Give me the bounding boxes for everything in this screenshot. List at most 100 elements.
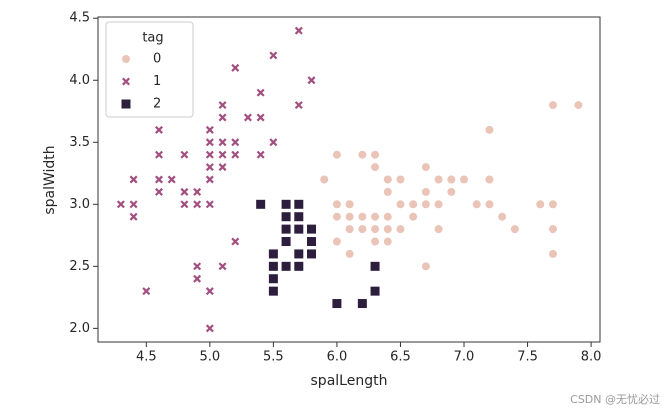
point <box>396 175 405 184</box>
point <box>218 138 227 147</box>
y-tick-label: 3.0 <box>69 197 90 212</box>
plot-frame <box>97 16 601 343</box>
point <box>269 51 278 60</box>
point <box>421 163 430 172</box>
point <box>281 237 291 247</box>
point <box>383 225 392 234</box>
point <box>548 200 557 209</box>
point <box>205 200 214 209</box>
x-tick-label: 5.5 <box>263 350 284 365</box>
legend-label: 0 <box>153 52 161 67</box>
point <box>358 212 367 221</box>
point <box>205 287 214 296</box>
point <box>116 200 125 209</box>
point <box>193 187 202 196</box>
point <box>256 88 265 97</box>
point <box>205 125 214 134</box>
point <box>498 212 507 221</box>
point <box>421 262 430 271</box>
point <box>434 175 443 184</box>
point <box>358 150 367 159</box>
point <box>269 138 278 147</box>
point <box>383 212 392 221</box>
point <box>256 150 265 159</box>
point <box>218 101 227 110</box>
point <box>345 249 354 258</box>
point <box>129 212 138 221</box>
point <box>485 175 494 184</box>
point <box>129 175 138 184</box>
point <box>536 200 545 209</box>
point <box>548 249 557 258</box>
legend-box <box>105 21 194 118</box>
point <box>307 224 317 234</box>
y-tick-label: 3.5 <box>69 135 90 150</box>
point <box>205 175 214 184</box>
legend-title: tag <box>142 31 163 46</box>
legend-marker <box>121 99 131 109</box>
point <box>421 187 430 196</box>
point <box>294 249 304 259</box>
point <box>155 150 163 159</box>
point <box>193 200 202 209</box>
point <box>231 237 240 246</box>
point <box>205 150 214 159</box>
point <box>218 150 227 159</box>
y-axis-title: spalWidth <box>42 145 58 214</box>
point <box>294 101 303 110</box>
point <box>472 200 481 209</box>
x-tick-label: 7.5 <box>517 350 538 365</box>
point <box>332 212 341 221</box>
point <box>193 274 202 283</box>
x-tick-label: 5.0 <box>199 350 220 365</box>
point <box>396 225 405 234</box>
point <box>548 101 557 110</box>
point <box>371 212 380 221</box>
point <box>268 249 278 259</box>
legend-marker <box>122 77 130 86</box>
point <box>409 200 418 209</box>
point <box>256 113 265 122</box>
point <box>193 262 202 271</box>
point <box>371 225 380 234</box>
point <box>180 150 189 159</box>
point <box>231 138 240 147</box>
point <box>548 225 557 234</box>
point <box>218 262 227 271</box>
legend-label: 2 <box>153 97 161 112</box>
point <box>268 286 278 296</box>
point <box>281 224 291 234</box>
point <box>205 163 214 172</box>
point <box>421 200 430 209</box>
point <box>332 200 341 209</box>
point <box>307 249 317 259</box>
point <box>370 261 380 271</box>
point <box>447 187 456 196</box>
point <box>332 299 342 309</box>
legend-marker <box>122 55 130 63</box>
x-axis-title: spalLength <box>311 373 388 389</box>
point <box>155 187 163 196</box>
point <box>370 286 380 296</box>
point <box>307 76 316 85</box>
point <box>281 199 291 209</box>
point <box>320 175 329 184</box>
point <box>434 200 443 209</box>
point <box>434 225 443 234</box>
y-tick-label: 4.5 <box>69 11 90 26</box>
point <box>371 150 380 159</box>
point <box>243 113 252 122</box>
point <box>268 274 278 284</box>
point <box>231 63 240 72</box>
point <box>371 237 380 246</box>
y-tick-label: 2.0 <box>69 321 90 336</box>
point <box>231 150 240 159</box>
point <box>383 237 392 246</box>
watermark: CSDN @无忧必过 <box>570 392 660 406</box>
y-tick-label: 4.0 <box>69 73 90 88</box>
point <box>345 225 354 234</box>
legend-label: 1 <box>153 74 161 89</box>
x-tick-label: 6.0 <box>327 350 348 365</box>
